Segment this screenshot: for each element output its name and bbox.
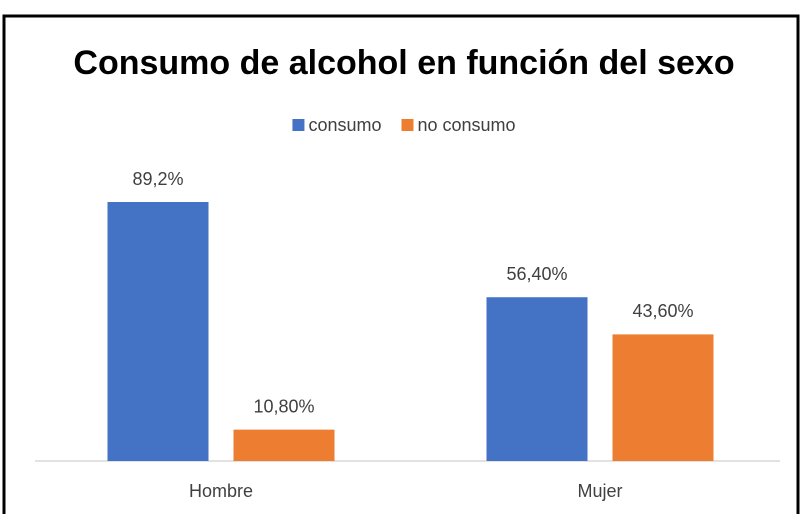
- bar: [612, 334, 714, 461]
- legend-swatch: [292, 119, 305, 131]
- data-label: 43,60%: [632, 301, 693, 321]
- data-label: 89,2%: [132, 169, 183, 189]
- data-label: 10,80%: [253, 396, 314, 416]
- bar: [486, 297, 588, 461]
- x-tick-label: Mujer: [577, 481, 622, 501]
- legend: consumo no consumo: [292, 115, 516, 135]
- legend-label: consumo: [308, 115, 381, 135]
- x-tick-label: Hombre: [189, 481, 253, 501]
- data-label: 56,40%: [506, 264, 567, 284]
- chart-title: Consumo de alcohol en función del sexo: [73, 44, 734, 82]
- legend-item: no consumo: [401, 115, 516, 135]
- bar: [233, 429, 335, 461]
- legend-swatch: [401, 119, 414, 131]
- bar: [107, 202, 209, 461]
- legend-label: no consumo: [417, 115, 515, 135]
- legend-item: consumo: [292, 115, 381, 135]
